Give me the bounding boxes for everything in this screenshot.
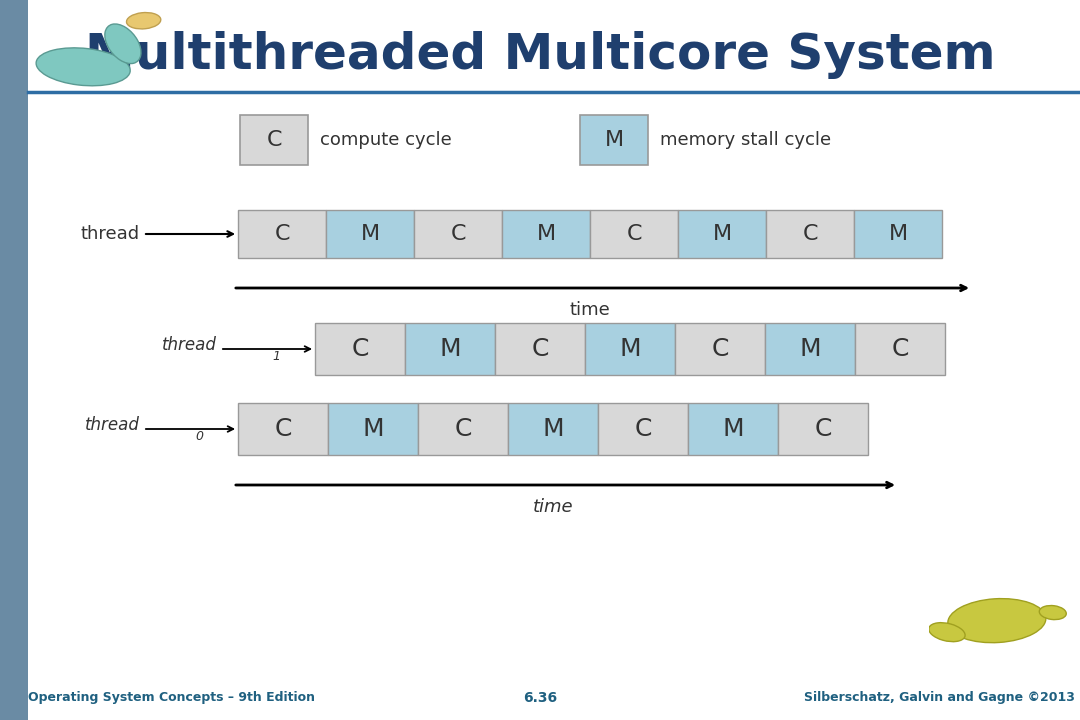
Ellipse shape [126,12,161,29]
Bar [590,210,678,258]
Bar [495,323,585,375]
Text: M: M [537,224,555,244]
Text: C: C [267,130,282,150]
Text: C: C [891,337,908,361]
Text: C: C [626,224,642,244]
Text: time: time [569,301,610,319]
Text: thread: thread [81,225,140,243]
Bar [508,403,598,455]
Text: C: C [450,224,465,244]
Bar [326,210,414,258]
Bar [765,323,855,375]
Text: M: M [542,417,564,441]
Text: C: C [712,337,729,361]
Text: thread: thread [162,336,217,354]
Text: C: C [531,337,549,361]
Bar [678,210,766,258]
Bar [675,323,765,375]
Bar [414,210,502,258]
Bar [315,323,405,375]
Text: 0: 0 [195,430,203,443]
Text: M: M [605,130,623,150]
Ellipse shape [948,598,1045,643]
Text: M: M [619,337,640,361]
Bar [855,323,945,375]
Text: M: M [889,224,907,244]
Ellipse shape [105,24,141,63]
Bar [598,403,688,455]
Bar [328,403,418,455]
Bar [238,403,328,455]
Bar [418,403,508,455]
Text: 1: 1 [272,349,280,362]
Text: C: C [274,417,292,441]
Text: Operating System Concepts – 9th Edition: Operating System Concepts – 9th Edition [28,691,315,704]
Text: compute cycle: compute cycle [320,131,451,149]
Text: M: M [799,337,821,361]
Ellipse shape [1039,606,1066,620]
Text: time: time [532,498,573,516]
Bar [766,210,854,258]
Text: C: C [351,337,368,361]
Text: C: C [455,417,472,441]
Text: memory stall cycle: memory stall cycle [660,131,832,149]
Text: 6.36: 6.36 [523,691,557,705]
Bar [854,210,942,258]
Text: M: M [713,224,731,244]
Text: C: C [814,417,832,441]
Bar [238,210,326,258]
Text: M: M [723,417,744,441]
Bar [688,403,778,455]
Text: C: C [634,417,651,441]
Bar [585,323,675,375]
Ellipse shape [929,623,966,642]
Ellipse shape [36,48,131,86]
Text: Multithreaded Multicore System: Multithreaded Multicore System [84,31,996,79]
Text: Silberschatz, Galvin and Gagne ©2013: Silberschatz, Galvin and Gagne ©2013 [805,691,1075,704]
Bar [405,323,495,375]
Bar [580,115,648,165]
Text: M: M [362,417,383,441]
Bar [778,403,868,455]
Text: C: C [274,224,289,244]
Text: C: C [802,224,818,244]
Text: M: M [440,337,461,361]
Bar [0,0,28,720]
Bar [240,115,308,165]
Text: thread: thread [85,416,140,434]
Bar [502,210,590,258]
Text: M: M [361,224,379,244]
